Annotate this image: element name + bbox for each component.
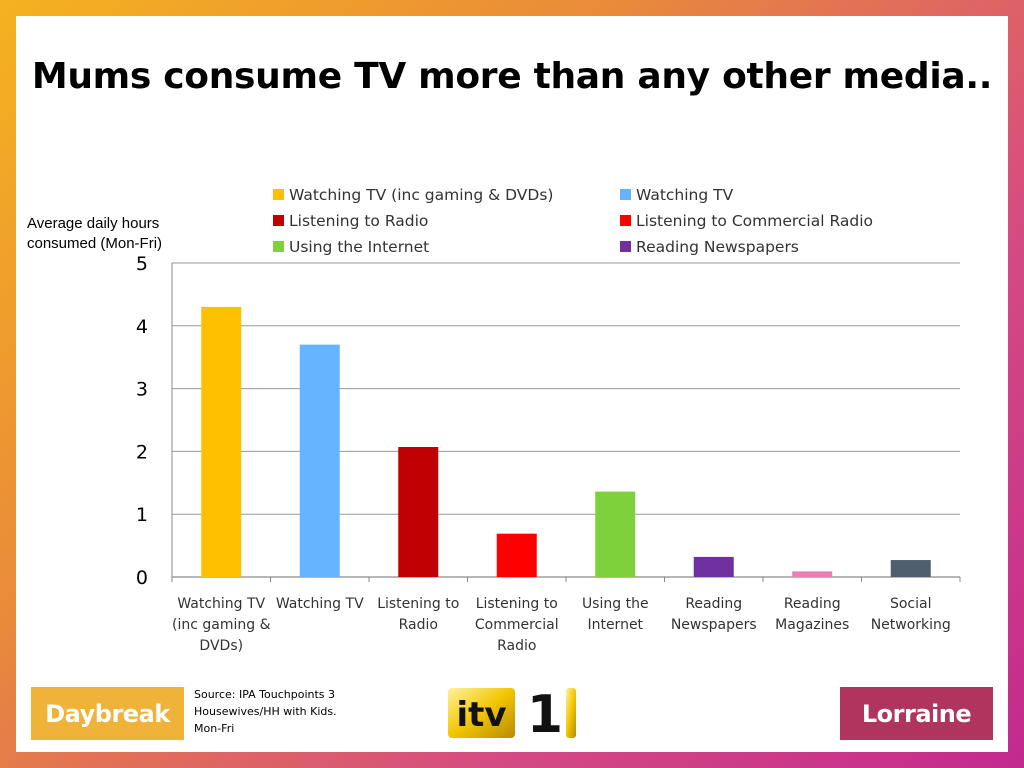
- daybreak-logo: Daybreak: [31, 687, 184, 740]
- bar: [693, 556, 734, 577]
- x-tick-label: (inc gaming &: [172, 617, 271, 633]
- legend-swatch: [273, 241, 284, 252]
- lorraine-logo: Lorraine: [840, 687, 993, 740]
- x-tick-label: Reading: [784, 596, 841, 612]
- bar: [398, 447, 439, 577]
- slide-background: [16, 16, 1008, 752]
- y-axis-label: Average daily hours consumed (Mon-Fri): [27, 215, 163, 252]
- y-tick-label: 5: [136, 253, 148, 275]
- x-tick-label: DVDs): [199, 638, 243, 654]
- legend-label: Watching TV: [636, 186, 734, 204]
- legend-swatch: [620, 215, 631, 226]
- itv-channel-number: 1: [527, 688, 563, 738]
- y-tick-label: 0: [136, 567, 148, 589]
- x-tick-label: Social: [890, 596, 932, 612]
- legend-swatch: [620, 189, 631, 200]
- bar: [595, 491, 636, 577]
- bar: [496, 533, 537, 577]
- legend-label: Using the Internet: [289, 238, 429, 256]
- legend-swatch: [620, 241, 631, 252]
- x-tick-label: Networking: [871, 617, 951, 633]
- x-tick-label: Watching TV: [177, 596, 265, 612]
- x-tick-label: Listening to: [377, 596, 459, 612]
- bar: [890, 560, 931, 577]
- legend-label: Reading Newspapers: [636, 238, 799, 256]
- bar: [201, 306, 242, 577]
- legend-label: Watching TV (inc gaming & DVDs): [289, 186, 553, 204]
- x-tick-label: Radio: [399, 617, 438, 633]
- itv1-logo: itv 1: [448, 685, 578, 745]
- x-tick-label: Reading: [685, 596, 742, 612]
- x-tick-label: Watching TV: [276, 596, 364, 612]
- itv-wordmark: itv: [456, 695, 506, 735]
- legend-label: Listening to Radio: [289, 212, 428, 230]
- x-tick-label: Radio: [497, 638, 536, 654]
- x-tick-label: Commercial: [475, 617, 559, 633]
- y-tick-label: 4: [136, 316, 148, 338]
- slide-title: Mums consume TV more than any other medi…: [31, 56, 993, 97]
- y-tick-label: 3: [136, 379, 148, 401]
- y-tick-label: 2: [136, 441, 148, 463]
- x-tick-label: Using the: [582, 596, 649, 612]
- legend-swatch: [273, 189, 284, 200]
- x-tick-label: Internet: [587, 617, 643, 633]
- legend-label: Listening to Commercial Radio: [636, 212, 873, 230]
- bar: [299, 344, 340, 577]
- x-tick-label: Newspapers: [671, 617, 757, 633]
- source-note: Source: IPA Touchpoints 3 Housewives/HH …: [194, 688, 337, 735]
- x-tick-label: Listening to: [476, 596, 558, 612]
- y-tick-label: 1: [136, 504, 148, 526]
- legend-swatch: [273, 215, 284, 226]
- bar: [792, 571, 833, 577]
- x-tick-label: Magazines: [775, 617, 849, 633]
